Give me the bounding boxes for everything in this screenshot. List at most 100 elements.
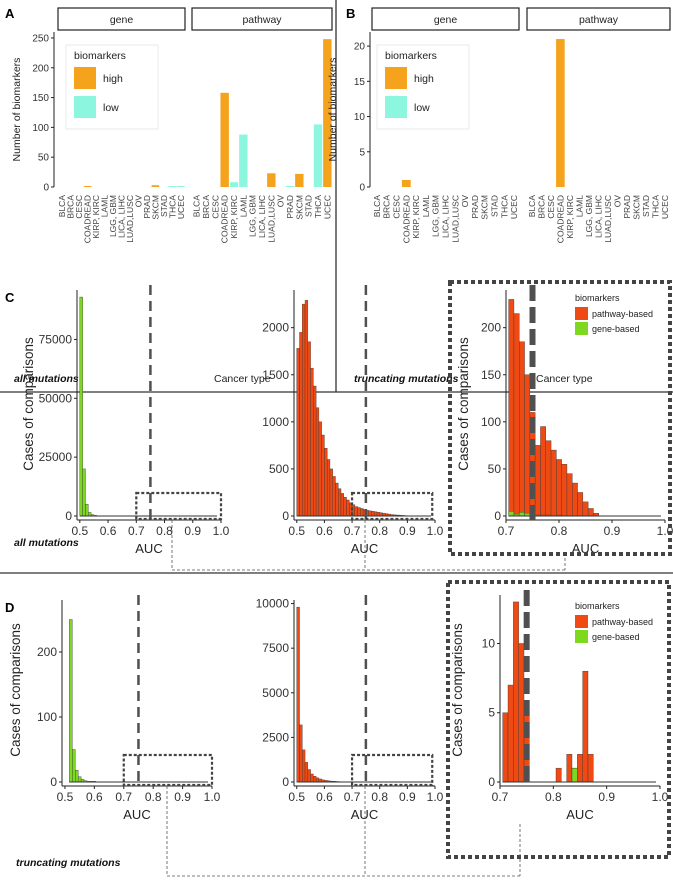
histogram-bar-gene-based bbox=[571, 767, 578, 783]
histogram-bar bbox=[79, 296, 83, 517]
histogram-bar-pathway-based bbox=[534, 445, 541, 517]
x-tick-label: BRCA bbox=[382, 195, 392, 219]
bar-high bbox=[323, 39, 332, 188]
y-tick-label: 0 bbox=[50, 775, 57, 789]
x-tick-label: STAD bbox=[641, 195, 651, 217]
histogram-bar bbox=[85, 504, 89, 517]
legend-swatch bbox=[385, 67, 407, 89]
x-tick-label: BLCA bbox=[57, 195, 67, 218]
x-tick-label: THCA bbox=[167, 195, 177, 218]
x-tick-label: CESC bbox=[74, 195, 84, 219]
bar-high bbox=[220, 92, 229, 187]
legend-title: biomarkers bbox=[74, 50, 126, 62]
x-tick-label: 0.8 bbox=[551, 524, 568, 538]
x-tick-label: 1.0 bbox=[427, 790, 444, 804]
x-tick-label: 1.0 bbox=[652, 790, 669, 804]
zoom-frame bbox=[446, 580, 671, 859]
histogram-bar-pathway-based bbox=[518, 643, 525, 783]
histogram-bar-pathway-based bbox=[577, 492, 584, 517]
histogram-bar bbox=[69, 619, 73, 783]
y-tick-label: 10 bbox=[482, 636, 496, 650]
histogram-bar-pathway-based bbox=[587, 508, 594, 517]
x-tick-label: UCEC bbox=[322, 195, 332, 219]
x-tick-label: THCA bbox=[313, 195, 323, 218]
x-tick-label: 0.9 bbox=[399, 524, 416, 538]
histogram-bar-pathway-based bbox=[508, 299, 515, 517]
histogram-bar bbox=[299, 332, 303, 517]
legend-swatch bbox=[385, 96, 407, 118]
x-tick-label: LAML bbox=[574, 195, 584, 217]
y-tick-label: 75000 bbox=[39, 332, 73, 346]
x-tick-label: THCA bbox=[499, 195, 509, 218]
y-tick-label: 2000 bbox=[262, 321, 289, 335]
x-axis-label: AUC bbox=[123, 807, 150, 822]
legend-title: biomarkers bbox=[575, 601, 620, 611]
x-axis-label: AUC bbox=[351, 807, 378, 822]
histogram-bar bbox=[296, 606, 300, 783]
legend-label: high bbox=[103, 73, 123, 85]
x-tick-label: BLCA bbox=[192, 195, 202, 218]
histogram-bar bbox=[329, 468, 333, 517]
x-tick-label: LAML bbox=[100, 195, 110, 217]
bar-low bbox=[285, 186, 295, 187]
histogram-bar bbox=[326, 459, 331, 517]
x-tick-label: SKCM bbox=[632, 195, 642, 220]
x-tick-label: COADREAD bbox=[220, 195, 230, 243]
legend-title: biomarkers bbox=[385, 50, 437, 62]
x-tick-label: 0.9 bbox=[598, 790, 615, 804]
y-tick-label: 0 bbox=[488, 775, 495, 789]
histogram-bar-pathway-based bbox=[513, 313, 520, 517]
bar-high bbox=[295, 173, 304, 187]
histogram-bar-pathway-based bbox=[502, 712, 509, 783]
y-axis-label: Number of biomarkers bbox=[11, 58, 23, 162]
panel-caption: all mutations bbox=[14, 537, 79, 549]
x-tick-label: PRAD bbox=[622, 195, 632, 219]
bar-low bbox=[313, 124, 323, 187]
x-axis-label: AUC bbox=[351, 541, 378, 556]
x-tick-label: 0.7 bbox=[115, 790, 132, 804]
histogram-bar bbox=[373, 511, 378, 517]
panel-letter: C bbox=[5, 290, 15, 305]
x-axis-label: Cancer type bbox=[536, 373, 593, 385]
histogram-bar bbox=[315, 407, 320, 517]
x-tick-label: UCEC bbox=[660, 195, 670, 219]
y-tick-label: 25000 bbox=[39, 450, 73, 464]
histogram-bar bbox=[343, 496, 347, 517]
x-tick-label: 0.6 bbox=[316, 790, 333, 804]
histogram-bar bbox=[357, 507, 361, 517]
x-tick-label: 0.9 bbox=[174, 790, 191, 804]
y-tick-label: 200 bbox=[481, 321, 501, 335]
x-tick-label: 0.6 bbox=[316, 524, 333, 538]
x-tick-label: LICA, LIHC bbox=[257, 195, 267, 238]
histogram-bar-pathway-based bbox=[550, 449, 557, 517]
y-axis-label: Cases of comparisons bbox=[21, 337, 36, 471]
zoom-box bbox=[350, 753, 434, 787]
x-tick-label: 0.7 bbox=[492, 790, 509, 804]
x-tick-label: LAML bbox=[421, 195, 431, 217]
x-tick-label: BRCA bbox=[66, 195, 76, 219]
x-tick-label: KIRP, KIRC bbox=[229, 195, 239, 239]
x-tick-label: 1.0 bbox=[427, 524, 444, 538]
x-tick-label: SKCM bbox=[480, 195, 490, 220]
y-tick-label: 250 bbox=[32, 33, 49, 44]
bar-high bbox=[83, 186, 92, 187]
x-tick-label: 0.5 bbox=[71, 524, 88, 538]
histogram-bar bbox=[72, 749, 76, 783]
histogram-bar bbox=[368, 510, 372, 517]
x-tick-label: OV bbox=[613, 195, 623, 208]
x-tick-label: OV bbox=[133, 195, 143, 208]
x-tick-label: UCEC bbox=[509, 195, 519, 219]
y-axis-label: Cases of comparisons bbox=[456, 337, 471, 471]
y-tick-label: 10 bbox=[354, 112, 366, 123]
zoom-box bbox=[122, 753, 214, 787]
legend-label: low bbox=[103, 102, 119, 114]
y-axis-label: Number of biomarkers bbox=[327, 58, 339, 162]
histogram-bar bbox=[335, 482, 339, 517]
histogram-bar bbox=[313, 385, 317, 517]
legend-swatch bbox=[575, 630, 588, 643]
histogram-bar-pathway-based bbox=[582, 670, 589, 783]
x-tick-label: 0.9 bbox=[184, 524, 201, 538]
legend-label: gene-based bbox=[592, 632, 640, 642]
x-tick-label: COADREAD bbox=[401, 195, 411, 243]
y-tick-label: 100 bbox=[32, 123, 49, 134]
